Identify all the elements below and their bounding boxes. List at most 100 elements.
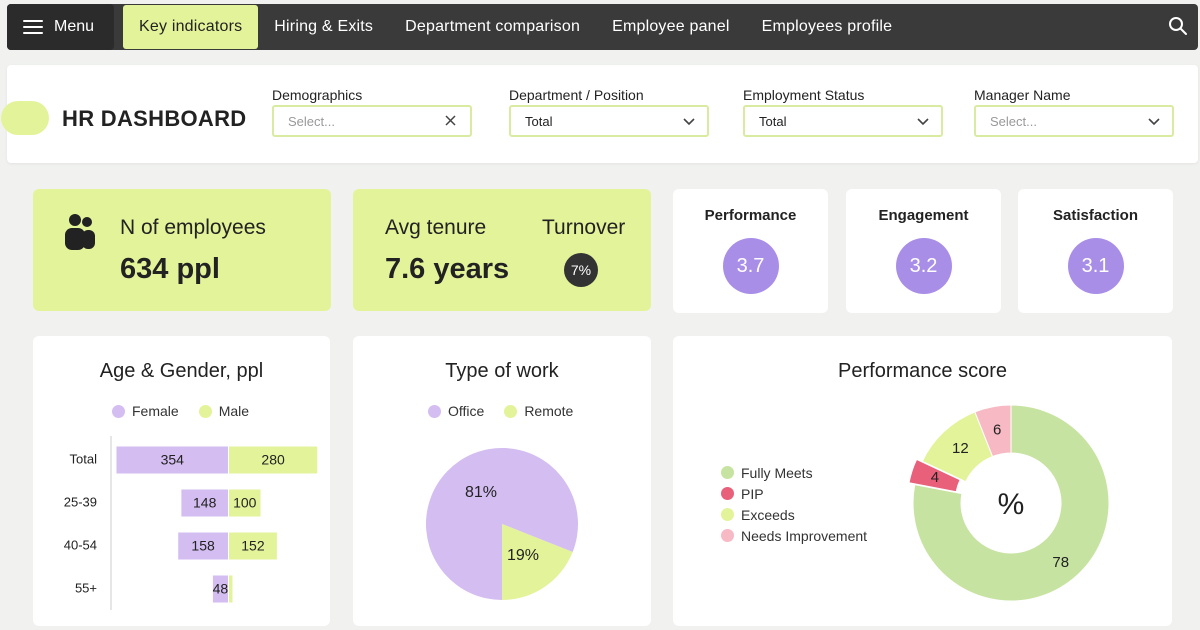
filter-label: Demographics <box>272 87 363 103</box>
chart-title: Age & Gender, ppl <box>99 360 264 382</box>
data-label-female: 158 <box>191 538 215 554</box>
header-accent-pill <box>1 101 49 135</box>
menu-button[interactable]: Menu <box>7 4 114 50</box>
turnover-badge: 7% <box>564 253 598 287</box>
category-tick-label: 55+ <box>75 580 97 595</box>
score-title: Performance <box>704 207 797 224</box>
kpi-value: 7.6 years <box>385 253 510 285</box>
legend-label: Exceeds <box>741 506 795 523</box>
tab-key-indicators[interactable]: Key indicators <box>123 5 259 49</box>
legend-swatch <box>721 487 734 500</box>
kpi-tenure-card: Avg tenure 7.6 years Turnover 7% <box>353 189 651 311</box>
data-label-male: 280 <box>261 452 285 468</box>
bar-male <box>229 446 318 474</box>
pie-label-remote: 19% <box>507 547 539 564</box>
legend-item-fully-meets[interactable]: Fully Meets <box>721 462 867 483</box>
legend-swatch <box>198 404 212 418</box>
chart-legend: Female Male <box>112 403 269 419</box>
legend-label: Needs Improvement <box>741 527 868 544</box>
employment-status-select[interactable]: Total <box>743 105 943 137</box>
legend-item-pip[interactable]: PIP <box>721 483 867 504</box>
filter-demographics: Demographics Select... <box>272 87 472 137</box>
bar-male <box>229 532 277 560</box>
top-nav: Menu Key indicators Hiring & Exits Depar… <box>7 4 1198 50</box>
bar-female <box>116 446 228 474</box>
kpi-label: Avg tenure <box>385 216 487 239</box>
chevron-down-icon <box>683 118 695 126</box>
tab-employees-profile[interactable]: Employees profile <box>761 18 893 35</box>
score-value: 3.7 <box>722 238 779 294</box>
manager-name-select[interactable]: Select... <box>974 105 1174 137</box>
legend-swatch <box>428 404 441 418</box>
chart-title: Type of work <box>445 360 559 382</box>
legend-label: Remote <box>524 403 574 419</box>
bar-female <box>178 532 228 560</box>
legend-item-male[interactable]: Male <box>198 403 250 419</box>
menu-label: Menu <box>54 18 95 35</box>
donut-center-label: % <box>998 488 1025 521</box>
legend-swatch <box>721 466 734 479</box>
demographics-select[interactable]: Select... <box>272 105 472 137</box>
satisfaction-card: Satisfaction 3.1 <box>1018 189 1173 313</box>
category-tick-label: Total <box>70 451 98 466</box>
pie-slice-remote <box>502 524 573 600</box>
bar-female <box>212 575 228 603</box>
filter-label: Manager Name <box>974 87 1071 103</box>
department-position-select[interactable]: Total <box>509 105 709 137</box>
score-value: 3.2 <box>895 238 952 294</box>
select-placeholder: Select... <box>990 113 1037 129</box>
tab-hiring-exits[interactable]: Hiring & Exits <box>274 18 374 35</box>
donut-label-pip: 4 <box>931 469 939 486</box>
data-label-female: 148 <box>193 495 217 511</box>
search-icon[interactable] <box>1168 16 1188 36</box>
legend-swatch <box>112 404 125 418</box>
bar-male <box>229 489 261 517</box>
donut-slice-needs-improvement <box>974 404 1012 458</box>
data-label-male: 100 <box>233 495 257 511</box>
legend-swatch <box>721 508 734 521</box>
filter-label: Employment Status <box>743 87 865 103</box>
data-label-male: 152 <box>241 538 265 554</box>
turnover-label: Turnover <box>542 216 626 239</box>
bar-male <box>229 575 233 603</box>
chart-title: Performance score <box>838 360 1007 382</box>
pie-label-office: 81% <box>465 484 497 501</box>
score-title: Satisfaction <box>1052 207 1139 224</box>
legend-label: Fully Meets <box>741 464 813 481</box>
filter-department-position: Department / Position Total <box>509 87 709 137</box>
filter-employment-status: Employment Status Total <box>743 87 943 137</box>
select-value: Total <box>759 113 787 129</box>
page-title: HR DASHBOARD <box>62 106 247 131</box>
donut-label-exceeds: 12 <box>952 440 969 457</box>
data-label-female: 354 <box>161 452 185 468</box>
donut-label-needs-improvement: 6 <box>993 421 1001 438</box>
filter-header: HR DASHBOARD Demographics Select... Depa… <box>1 65 1198 163</box>
filter-label: Department / Position <box>509 87 644 103</box>
legend-swatch <box>504 404 518 418</box>
legend-label: Male <box>218 403 250 419</box>
performance-score-chart: 78 4 12 6% <box>908 404 1110 602</box>
select-value: Total <box>525 113 553 129</box>
type-of-work-chart: 81% 19% <box>426 448 578 600</box>
age-gender-card: Age & Gender, ppl Female Male Total 354 28… <box>33 336 330 626</box>
legend-item-needs-improvement[interactable]: Needs Improvement <box>721 525 867 546</box>
tab-department-comparison[interactable]: Department comparison <box>405 18 581 35</box>
legend-swatch <box>721 529 734 542</box>
clear-icon[interactable] <box>445 115 456 126</box>
hamburger-icon <box>23 20 43 34</box>
chevron-down-icon <box>917 118 929 126</box>
tab-employee-panel[interactable]: Employee panel <box>612 18 730 35</box>
legend-item-exceeds[interactable]: Exceeds <box>721 504 867 525</box>
chevron-down-icon <box>1148 118 1160 126</box>
donut-label-fully-meets: 78 <box>1052 554 1069 571</box>
legend-item-female[interactable]: Female <box>112 403 179 419</box>
legend-item-office[interactable]: Office <box>428 403 484 419</box>
donut-slice-pip <box>908 458 961 493</box>
legend-label: PIP <box>741 485 764 502</box>
performance-score-card: Performance score Fully Meets PIP Exceed… <box>673 336 1172 626</box>
data-label-female: 48 <box>213 581 229 597</box>
legend-label: Female <box>132 403 179 419</box>
type-of-work-card: Type of work Office Remote 81% 19% <box>353 336 651 626</box>
legend-item-remote[interactable]: Remote <box>504 403 573 419</box>
score-title: Engagement <box>878 207 969 224</box>
